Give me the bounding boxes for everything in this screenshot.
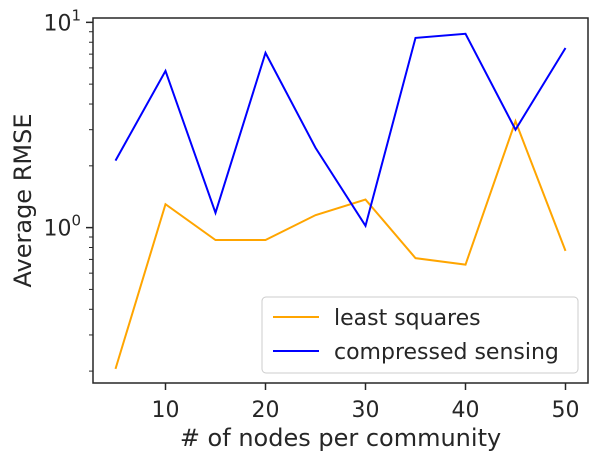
x-tick-label: 40 [452, 398, 480, 423]
y-tick-label: 101 [43, 6, 81, 36]
y-tick-label: 100 [43, 212, 81, 242]
x-tick-label: 10 [152, 398, 180, 423]
series-line-least-squares [114, 118, 567, 370]
legend-label-compressed-sensing: compressed sensing [334, 340, 559, 365]
series-lines [114, 32, 567, 370]
y-axis-label: Average RMSE [9, 114, 37, 288]
legend: least squares compressed sensing [261, 296, 579, 374]
series-line-compressed-sensing [114, 32, 567, 229]
x-tick-label: 20 [252, 398, 280, 423]
plot-area [114, 32, 567, 370]
legend-label-least-squares: least squares [334, 306, 481, 331]
axis-ticks: 10 20 30 40 50 100 101 [43, 6, 579, 423]
legend-box [261, 296, 579, 374]
x-tick-label: 50 [552, 398, 580, 423]
x-tick-label: 30 [352, 398, 380, 423]
x-axis-label: # of nodes per community [180, 424, 501, 452]
plot-frame [92, 17, 589, 384]
